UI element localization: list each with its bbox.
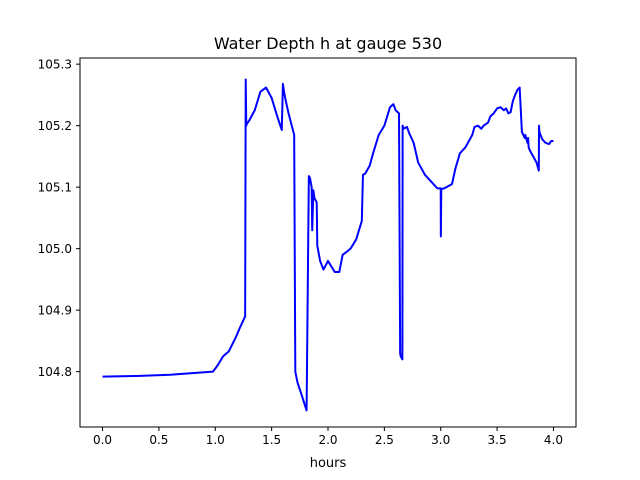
y-tick-label: 105.1	[38, 181, 72, 195]
y-tick-label: 105.2	[38, 119, 72, 133]
x-tick-label: 2.0	[318, 433, 337, 447]
plot-area	[102, 78, 554, 412]
x-tick-label: 0.5	[149, 433, 168, 447]
x-tick-label: 0.0	[93, 433, 112, 447]
y-axis: 104.8 104.9 105.0 105.1 105.2 105.3	[38, 58, 80, 379]
series-line	[102, 78, 554, 412]
x-tick-label: 1.0	[206, 433, 225, 447]
chart-title: Water Depth h at gauge 530	[214, 34, 442, 53]
x-axis: 0.0 0.5 1.0 1.5 2.0 2.5 3.0 3.5 4.0	[93, 427, 563, 447]
x-tick-label: 3.0	[431, 433, 450, 447]
x-tick-label: 3.5	[488, 433, 507, 447]
y-tick-label: 104.9	[38, 304, 72, 318]
x-tick-label: 1.5	[262, 433, 281, 447]
x-tick-label: 2.5	[375, 433, 394, 447]
x-tick-label: 4.0	[544, 433, 563, 447]
y-tick-label: 104.8	[38, 365, 72, 379]
y-tick-label: 105.3	[38, 58, 72, 72]
x-axis-label: hours	[310, 456, 347, 471]
y-tick-label: 105.0	[38, 242, 72, 256]
